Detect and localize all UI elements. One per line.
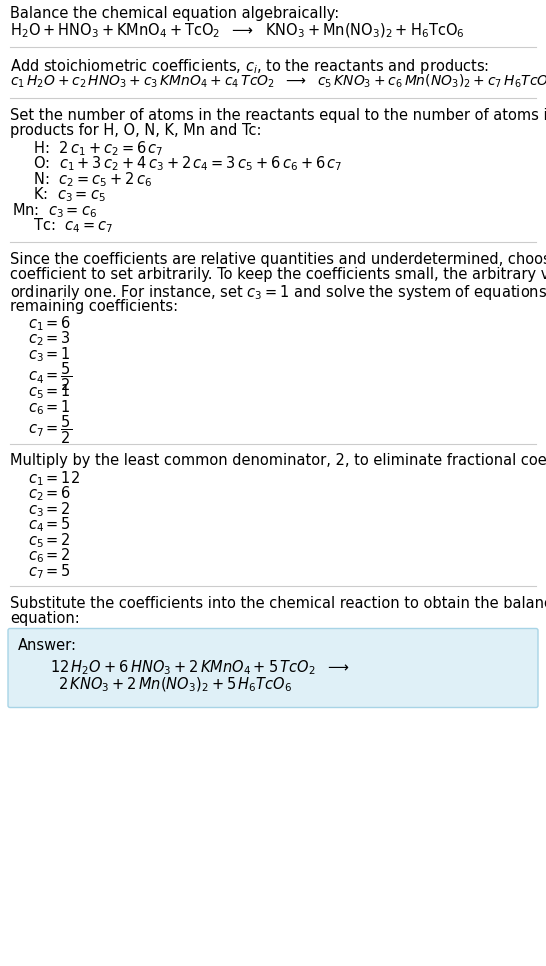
Text: $c_1 = 6$: $c_1 = 6$ — [28, 314, 72, 332]
Text: Balance the chemical equation algebraically:: Balance the chemical equation algebraica… — [10, 6, 339, 21]
FancyBboxPatch shape — [8, 629, 538, 707]
Text: $c_1\,H_2O + c_2\,HNO_3 + c_3\,KMnO_4 + c_4\,TcO_2$  $\longrightarrow$  $c_5\,KN: $c_1\,H_2O + c_2\,HNO_3 + c_3\,KMnO_4 + … — [10, 72, 546, 90]
Text: N:  $c_2 = c_5 + 2\,c_6$: N: $c_2 = c_5 + 2\,c_6$ — [24, 170, 152, 188]
Text: $12\,H_2O + 6\,HNO_3 + 2\,KMnO_4 + 5\,TcO_2$  $\longrightarrow$: $12\,H_2O + 6\,HNO_3 + 2\,KMnO_4 + 5\,Tc… — [50, 658, 349, 677]
Text: $c_3 = 2$: $c_3 = 2$ — [28, 500, 71, 519]
Text: $c_5 = 1$: $c_5 = 1$ — [28, 383, 71, 401]
Text: products for H, O, N, K, Mn and Tc:: products for H, O, N, K, Mn and Tc: — [10, 124, 262, 138]
Text: Add stoichiometric coefficients, $c_i$, to the reactants and products:: Add stoichiometric coefficients, $c_i$, … — [10, 57, 489, 76]
Text: $c_1 = 12$: $c_1 = 12$ — [28, 469, 80, 488]
Text: $c_6 = 2$: $c_6 = 2$ — [28, 547, 71, 565]
Text: O:  $c_1 + 3\,c_2 + 4\,c_3 + 2\,c_4 = 3\,c_5 + 6\,c_6 + 6\,c_7$: O: $c_1 + 3\,c_2 + 4\,c_3 + 2\,c_4 = 3\,… — [24, 155, 342, 173]
Text: $2\,KNO_3 + 2\,Mn(NO_3)_2 + 5\,H_6TcO_6$: $2\,KNO_3 + 2\,Mn(NO_3)_2 + 5\,H_6TcO_6$ — [58, 675, 292, 694]
Text: $c_7 = 5$: $c_7 = 5$ — [28, 562, 71, 581]
Text: $c_4 = 5$: $c_4 = 5$ — [28, 516, 71, 534]
Text: coefficient to set arbitrarily. To keep the coefficients small, the arbitrary va: coefficient to set arbitrarily. To keep … — [10, 268, 546, 282]
Text: $c_3 = 1$: $c_3 = 1$ — [28, 345, 71, 364]
Text: Since the coefficients are relative quantities and underdetermined, choose a: Since the coefficients are relative quan… — [10, 252, 546, 267]
Text: Set the number of atoms in the reactants equal to the number of atoms in the: Set the number of atoms in the reactants… — [10, 108, 546, 123]
Text: H:  $2\,c_1 + c_2 = 6\,c_7$: H: $2\,c_1 + c_2 = 6\,c_7$ — [24, 139, 163, 157]
Text: Substitute the coefficients into the chemical reaction to obtain the balanced: Substitute the coefficients into the che… — [10, 595, 546, 611]
Text: $c_2 = 6$: $c_2 = 6$ — [28, 485, 72, 503]
Text: remaining coefficients:: remaining coefficients: — [10, 298, 178, 314]
Text: Multiply by the least common denominator, 2, to eliminate fractional coefficient: Multiply by the least common denominator… — [10, 453, 546, 469]
Text: ordinarily one. For instance, set $c_3 = 1$ and solve the system of equations fo: ordinarily one. For instance, set $c_3 =… — [10, 283, 546, 302]
Text: $c_4 = \dfrac{5}{2}$: $c_4 = \dfrac{5}{2}$ — [28, 360, 72, 393]
Text: Tc:  $c_4 = c_7$: Tc: $c_4 = c_7$ — [24, 216, 113, 235]
Text: K:  $c_3 = c_5$: K: $c_3 = c_5$ — [24, 185, 106, 204]
Text: $\mathregular{H_2O + HNO_3 + KMnO_4 + TcO_2}$  $\longrightarrow$  $\mathregular{: $\mathregular{H_2O + HNO_3 + KMnO_4 + Tc… — [10, 21, 465, 40]
Text: $c_7 = \dfrac{5}{2}$: $c_7 = \dfrac{5}{2}$ — [28, 413, 72, 446]
Text: equation:: equation: — [10, 611, 80, 626]
Text: $c_5 = 2$: $c_5 = 2$ — [28, 531, 71, 550]
Text: $c_2 = 3$: $c_2 = 3$ — [28, 329, 71, 348]
Text: $c_6 = 1$: $c_6 = 1$ — [28, 398, 71, 416]
Text: Mn:  $c_3 = c_6$: Mn: $c_3 = c_6$ — [12, 201, 97, 219]
Text: Answer:: Answer: — [18, 639, 77, 654]
